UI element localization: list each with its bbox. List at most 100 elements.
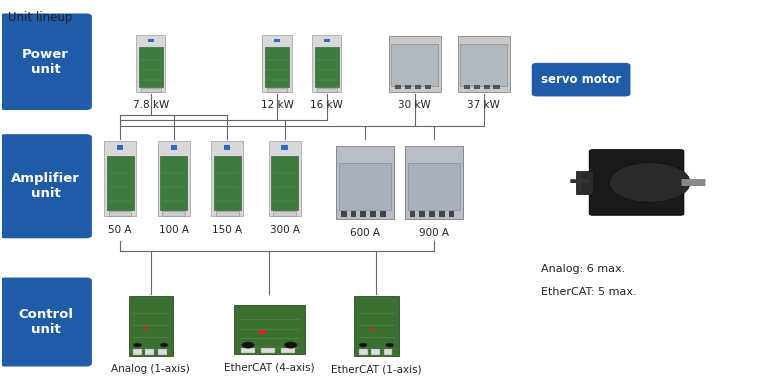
Text: Analog: 6 max.: Analog: 6 max. xyxy=(541,264,625,274)
Text: 600 A: 600 A xyxy=(350,228,380,238)
Text: 7.8 kW: 7.8 kW xyxy=(133,100,169,110)
Bar xyxy=(138,47,163,87)
Bar xyxy=(449,211,455,217)
Bar xyxy=(359,349,368,355)
Bar xyxy=(148,39,154,42)
FancyBboxPatch shape xyxy=(458,36,510,92)
Text: 150 A: 150 A xyxy=(212,225,243,235)
Bar xyxy=(117,146,124,150)
Circle shape xyxy=(359,343,367,347)
Bar xyxy=(380,211,386,217)
Bar xyxy=(351,211,356,217)
Bar xyxy=(170,146,177,150)
Bar xyxy=(281,348,295,353)
Bar xyxy=(214,156,241,211)
FancyBboxPatch shape xyxy=(313,35,341,92)
Bar xyxy=(383,349,392,355)
FancyBboxPatch shape xyxy=(136,35,165,92)
Bar xyxy=(360,211,366,217)
Text: 900 A: 900 A xyxy=(419,228,449,238)
FancyBboxPatch shape xyxy=(211,141,243,216)
Bar xyxy=(415,86,421,89)
Text: Analog (1-axis): Analog (1-axis) xyxy=(111,364,190,374)
Bar xyxy=(408,163,460,211)
Bar xyxy=(484,86,490,89)
Bar xyxy=(161,156,187,211)
Bar xyxy=(494,86,500,89)
FancyBboxPatch shape xyxy=(590,150,684,215)
Bar xyxy=(107,156,134,211)
Bar xyxy=(460,44,507,86)
Bar xyxy=(316,88,337,92)
Circle shape xyxy=(134,343,141,347)
Text: 50 A: 50 A xyxy=(108,225,132,235)
Text: +: + xyxy=(567,168,593,197)
Bar xyxy=(265,47,290,87)
Bar xyxy=(339,163,391,211)
Bar xyxy=(419,211,425,217)
FancyBboxPatch shape xyxy=(234,306,305,354)
FancyBboxPatch shape xyxy=(104,141,136,216)
FancyBboxPatch shape xyxy=(263,35,292,92)
Text: 100 A: 100 A xyxy=(159,225,189,235)
Text: 12 kW: 12 kW xyxy=(260,100,293,110)
Text: servo motor: servo motor xyxy=(541,73,621,86)
Bar xyxy=(274,39,280,42)
Bar xyxy=(576,171,594,194)
FancyBboxPatch shape xyxy=(389,36,441,92)
FancyBboxPatch shape xyxy=(269,141,301,216)
Bar xyxy=(273,211,296,216)
Bar xyxy=(163,211,185,216)
Circle shape xyxy=(609,163,690,203)
Bar xyxy=(109,211,131,216)
Circle shape xyxy=(284,342,297,348)
FancyBboxPatch shape xyxy=(157,141,190,216)
Text: EtherCAT (4-axis): EtherCAT (4-axis) xyxy=(224,362,315,372)
Text: 16 kW: 16 kW xyxy=(310,100,343,110)
FancyBboxPatch shape xyxy=(128,296,173,356)
Text: 37 kW: 37 kW xyxy=(467,100,500,110)
Bar xyxy=(133,349,142,355)
Bar xyxy=(395,86,401,89)
FancyBboxPatch shape xyxy=(531,63,631,97)
Bar xyxy=(241,348,255,353)
Bar xyxy=(145,349,154,355)
Text: 300 A: 300 A xyxy=(270,225,300,235)
Circle shape xyxy=(258,330,266,334)
Circle shape xyxy=(242,342,254,348)
Bar xyxy=(371,349,380,355)
Bar xyxy=(474,86,480,89)
Circle shape xyxy=(160,343,168,347)
FancyBboxPatch shape xyxy=(406,146,462,219)
Bar xyxy=(439,211,445,217)
Bar xyxy=(429,211,435,217)
Bar xyxy=(425,86,431,89)
FancyBboxPatch shape xyxy=(354,296,399,356)
Bar xyxy=(370,211,376,217)
Bar xyxy=(141,88,161,92)
FancyBboxPatch shape xyxy=(0,13,92,110)
Circle shape xyxy=(144,328,149,330)
Circle shape xyxy=(369,328,375,330)
Bar xyxy=(261,348,275,353)
Bar xyxy=(216,211,239,216)
Bar xyxy=(464,86,470,89)
Bar xyxy=(271,156,298,211)
Text: Unit lineup: Unit lineup xyxy=(8,11,72,24)
Bar xyxy=(224,146,230,150)
Bar xyxy=(158,349,167,355)
Bar xyxy=(392,44,438,86)
FancyBboxPatch shape xyxy=(0,134,92,238)
FancyBboxPatch shape xyxy=(0,277,92,367)
Bar xyxy=(405,86,411,89)
FancyBboxPatch shape xyxy=(336,146,394,219)
Text: Amplifier
unit: Amplifier unit xyxy=(12,172,80,200)
Bar xyxy=(315,47,339,87)
Bar xyxy=(266,88,287,92)
Text: EtherCAT (1-axis): EtherCAT (1-axis) xyxy=(331,364,422,374)
Text: 30 kW: 30 kW xyxy=(399,100,431,110)
Bar xyxy=(281,146,288,150)
Bar xyxy=(324,39,329,42)
Circle shape xyxy=(386,343,394,347)
Text: Control
unit: Control unit xyxy=(18,308,73,336)
